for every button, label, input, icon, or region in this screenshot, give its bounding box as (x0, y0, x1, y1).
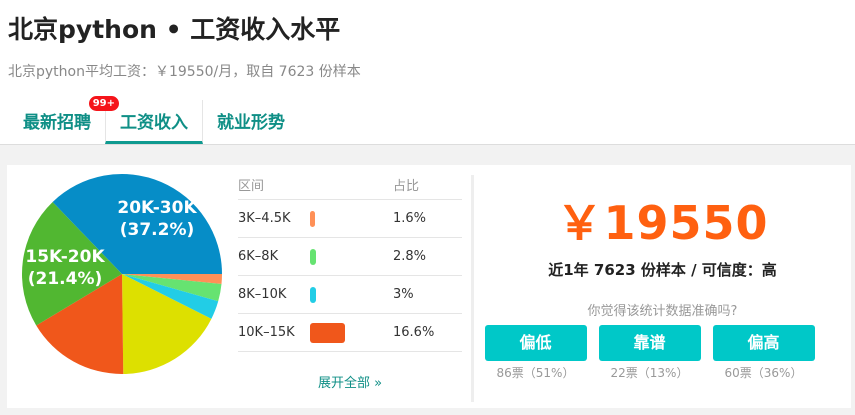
ratio-bar (310, 210, 315, 227)
table-row: 8K–10K 3% (238, 276, 462, 314)
tab-label: 就业形势 (217, 113, 285, 133)
count-badge: 99+ (88, 96, 119, 111)
range-label: 8K–10K (238, 287, 287, 302)
vote-count: 22票（13%） (610, 366, 689, 380)
page-title: 北京python • 工资收入水平 (8, 15, 341, 44)
range-label: 6K–8K (238, 249, 279, 264)
ratio-value: 3% (393, 287, 414, 302)
tab-label: 工资收入 (120, 113, 188, 133)
range-label: 10K–15K (238, 325, 295, 340)
table-row: 10K–15K 16.6% (238, 314, 462, 352)
pie-data-label: (37.2%) (120, 220, 195, 240)
ratio-bar (310, 286, 317, 303)
page-subtitle: 北京python平均工资：￥19550/月，取自 7623 份样本 (8, 64, 361, 80)
tab-bar: 最新招聘 99+ 工资收入 就业形势 (0, 96, 855, 144)
divider (471, 175, 474, 402)
accuracy-question: 你觉得该统计数据准确吗? (587, 304, 738, 319)
pie-data-label: 15K-20K (25, 247, 105, 267)
pie-slice (122, 274, 212, 374)
vote-low-button[interactable]: 偏低 (484, 325, 587, 361)
pie-slice (122, 274, 222, 285)
range-table: 区间 占比 3K–4.5K 1.6% 6K–8K 2.8% 8K–10K 3% 10K–15K… (238, 175, 462, 352)
expand-all-link[interactable]: 展开全部 » (317, 376, 383, 391)
ratio-value: 1.6% (393, 211, 427, 226)
salary-pie-chart: 20K-30K(37.2%) 15K-20K(21.4%) (21, 174, 222, 374)
ratio-value: 2.8% (393, 249, 427, 264)
salary-card: 20K-30K (37.2%) 15K-20K (21.4%) 区间 占比 3K–4.5… (7, 165, 851, 408)
pie-slice (21, 201, 122, 326)
tab-label: 最新招聘 (23, 113, 91, 133)
pie-slice (52, 174, 222, 274)
ratio-bar (310, 322, 345, 343)
pie-slice (122, 274, 219, 319)
ratio-bar (310, 248, 316, 265)
tab-latest-jobs[interactable]: 最新招聘 99+ (9, 96, 119, 144)
sample-info: 近1年 7623 份样本 / 可信度：高 (548, 261, 777, 279)
ratio-value: 16.6% (393, 325, 435, 340)
tab-salary[interactable]: 工资收入 (105, 100, 203, 144)
col-range: 区间 (238, 179, 265, 194)
vote-high-button[interactable]: 偏高 (712, 325, 815, 361)
pie-data-label: (21.4%) (28, 269, 103, 289)
table-row: 6K–8K 2.8% (238, 238, 462, 276)
pie-slice (36, 274, 124, 374)
summary-panel: ￥19550 近1年 7623 份样本 / 可信度：高 你觉得该统计数据准确吗?… (474, 165, 851, 381)
table-row: 3K–4.5K 1.6% (238, 200, 462, 238)
average-salary: ￥19550 (556, 196, 769, 250)
pie-data-label: 20K-30K (117, 198, 197, 218)
tab-employment[interactable]: 就业形势 (203, 100, 299, 144)
range-label: 3K–4.5K (238, 211, 291, 226)
pie-slice (122, 274, 222, 302)
vote-count: 86票（51%） (496, 366, 575, 380)
vote-accurate-button[interactable]: 靠谱 (598, 325, 701, 361)
col-ratio: 占比 (393, 179, 420, 194)
vote-count: 60票（36%） (724, 366, 803, 380)
